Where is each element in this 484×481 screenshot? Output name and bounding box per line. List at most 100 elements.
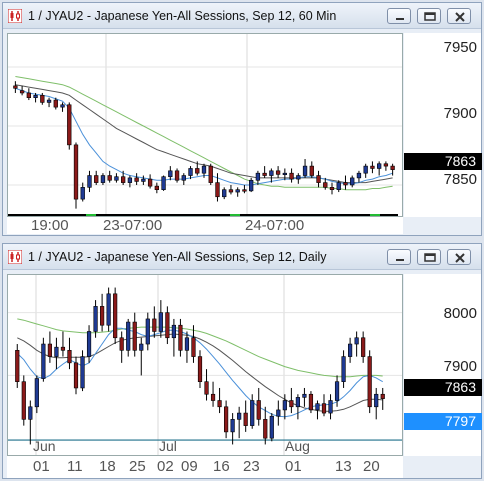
candle (228, 184, 234, 195)
candle-body-up (60, 104, 65, 108)
candle (380, 387, 385, 410)
candle (282, 394, 287, 420)
candle (224, 400, 229, 439)
candle (263, 406, 268, 445)
candle-body-up (168, 170, 173, 178)
candle (94, 170, 99, 185)
x-tick-label: 20 (363, 458, 380, 475)
y-tick-label: 8000 (443, 305, 477, 322)
candle-body-down (289, 172, 294, 180)
last-price-tag: 7863 (404, 379, 482, 396)
candle (249, 177, 254, 193)
candle-body-down (383, 163, 389, 167)
candle-body-down (242, 189, 247, 192)
candle (126, 318, 131, 357)
candle-body-up (282, 172, 287, 175)
candle-body-down (343, 182, 348, 186)
candle (208, 163, 213, 185)
candle (47, 331, 52, 363)
candle (86, 325, 92, 363)
candle (308, 391, 314, 414)
month-label: Jul (159, 438, 177, 454)
candle-body-up (161, 176, 166, 190)
candle-body-down (217, 400, 222, 408)
x-tick-label: 02 (157, 458, 174, 475)
moving-average-long (17, 318, 383, 378)
candle (80, 350, 85, 392)
candle-body-down (321, 403, 327, 414)
session-bar-segment (240, 214, 370, 216)
candle (289, 168, 294, 183)
candle (161, 175, 166, 191)
candle (328, 394, 333, 420)
candle (302, 159, 308, 178)
maximize-button[interactable] (417, 249, 441, 265)
maximize-button[interactable] (417, 8, 441, 24)
candle (147, 174, 153, 189)
candle (15, 344, 20, 388)
title-bar[interactable]: 1 / JYAU2 - Japanese Yen-All Sessions, S… (3, 244, 481, 270)
candle-body-down (390, 165, 395, 170)
y-tick-label: 7850 (443, 171, 477, 188)
candle-body-down (289, 400, 294, 408)
candle-body-up (255, 172, 261, 181)
candle-body-down (204, 381, 209, 395)
candle (269, 413, 274, 442)
candle-body-down (197, 356, 203, 382)
candle-body-up (139, 343, 144, 351)
candle-body-up (171, 324, 176, 339)
candle-body-up (269, 415, 274, 439)
y-tick-label: 7900 (443, 358, 477, 375)
candle (171, 318, 176, 357)
candle (114, 173, 119, 183)
close-button[interactable] (447, 249, 471, 265)
title-bar[interactable]: 1 / JYAU2 - Japanese Yen-All Sessions, S… (3, 3, 481, 29)
candle (341, 350, 346, 388)
month-label: Jun (33, 438, 56, 454)
candle-body-down (208, 165, 213, 183)
candle (217, 387, 222, 414)
candle-body-up (250, 400, 255, 426)
candle-body-down (228, 189, 234, 193)
candle (195, 161, 200, 176)
candle-body-up (296, 175, 301, 180)
candle-body-down (323, 182, 328, 188)
close-button[interactable] (447, 8, 471, 24)
candle (295, 394, 300, 420)
candle (34, 375, 39, 414)
candle (296, 173, 301, 184)
time-axis-daily: Jun Jul Aug 01 11 18 25 02 09 16 23 01 1… (7, 438, 403, 478)
month-label: Aug (285, 438, 310, 454)
candle (119, 331, 124, 363)
candle (28, 400, 33, 445)
candle (383, 161, 389, 171)
candle (107, 170, 112, 183)
candle (390, 163, 395, 176)
minimize-button[interactable] (387, 249, 411, 265)
time-axis-60min: 19:00 23-07:00 24-07:00 (7, 217, 403, 234)
candle (73, 142, 79, 209)
price-plot-daily[interactable] (7, 274, 403, 456)
candle-body-down (40, 95, 45, 103)
candle-body-up (33, 95, 38, 98)
minimize-button[interactable] (387, 8, 411, 24)
candle (262, 166, 267, 178)
candle (80, 182, 85, 202)
candle (329, 182, 335, 195)
candle (87, 170, 92, 193)
candle (356, 170, 362, 183)
candle-body-down (380, 393, 385, 399)
price-plot-60min[interactable] (7, 33, 403, 217)
candle (145, 312, 150, 351)
x-tick-label: 01 (33, 458, 50, 475)
candle (370, 161, 375, 174)
candle (106, 287, 111, 332)
candle (354, 331, 359, 357)
candle-body-up (374, 393, 379, 408)
candle (181, 173, 186, 185)
candle-body-up (302, 393, 307, 398)
candle (197, 350, 203, 388)
candle-body-up (34, 378, 39, 408)
candle-body-down (94, 175, 99, 183)
candle (237, 406, 242, 439)
